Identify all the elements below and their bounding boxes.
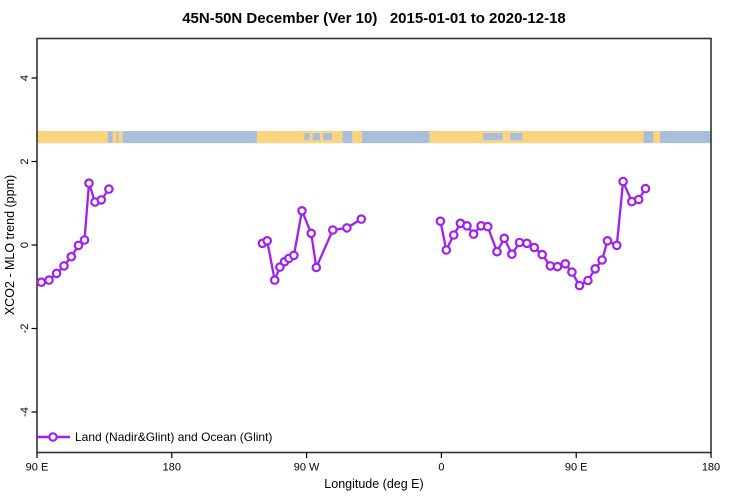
data-point-marker [73,240,84,251]
data-point-marker [560,258,571,269]
legend-label: Land (Nadir&Glint) and Ocean (Glint) [75,430,273,444]
data-point-marker [482,221,493,232]
data-point-marker [537,249,548,260]
data-point-marker [597,255,607,265]
map-strip-inland-water [323,133,333,141]
data-point-marker [306,228,317,239]
map-strip-land [112,131,117,144]
data-point-marker [618,176,628,187]
data-point-marker [552,261,563,272]
data-point-marker [36,277,47,288]
data-point-marker [311,262,322,273]
y-axis-title: XCO2 - MLO trend (ppm) [3,174,17,316]
map-strip-land [429,131,644,144]
x-axis-title: Longitude (deg E) [324,477,424,491]
data-point-marker [507,249,517,260]
data-point-marker [462,221,472,231]
x-tick-label: 180 [702,462,720,474]
x-tick-label: 90 E [26,462,49,474]
x-tick-label: 180 [163,462,181,474]
map-strip-inland-water [483,133,503,141]
y-tick-label: -2 [19,324,31,334]
data-point-marker [269,275,280,285]
plot-frame [36,37,712,454]
data-point-marker [44,275,54,285]
data-point-marker [289,250,299,261]
data-point-marker [59,261,69,271]
x-tick-label: 0 [438,462,444,474]
data-point-marker [640,183,651,194]
legend-line-marker-icon [36,432,70,442]
data-point-marker [468,229,479,239]
data-point-marker [529,242,540,253]
data-point-marker [79,235,90,245]
data-point-marker [611,240,622,251]
data-point-marker [492,246,502,257]
y-tick-label: 4 [19,75,31,81]
data-point-marker [583,275,593,286]
data-point-marker [590,263,601,274]
data-point-marker [66,251,77,262]
map-strip-land [118,131,123,144]
x-tick-label: 90 W [294,462,320,474]
chart-title: 45N-50N December (Ver 10) 2015-01-01 to … [182,10,566,27]
y-tick-label: 2 [19,158,31,164]
map-strip-land [352,131,363,144]
map-strip-inland-water [312,133,321,141]
data-point-marker [574,280,585,291]
data-point-marker [297,206,307,216]
data-point-marker [448,230,459,240]
data-point-marker [327,225,338,235]
data-point-marker [499,233,510,244]
data-point-marker [342,223,352,233]
data-point-marker [602,236,613,246]
y-tick-label: 0 [19,242,31,248]
data-point-marker [262,236,273,246]
data-point-marker [51,268,62,279]
map-strip-land [653,131,661,144]
map-strip-land [37,131,108,144]
data-point-marker [96,195,107,205]
data-point-marker [104,184,114,194]
data-point-marker [435,216,446,227]
x-tick-label: 90 E [565,462,588,474]
data-point-marker [567,267,577,277]
legend: Land (Nadir&Glint) and Ocean (Glint) [36,429,272,445]
map-strip-inland-water [304,133,310,141]
data-point-marker [84,178,94,189]
y-tick-label: -4 [19,407,31,417]
data-point-marker [356,214,367,224]
data-point-marker [522,238,532,249]
map-strip-land [256,131,343,144]
data-point-marker [441,245,452,255]
map-strip-inland-water [510,133,523,141]
data-point-marker [633,194,644,205]
